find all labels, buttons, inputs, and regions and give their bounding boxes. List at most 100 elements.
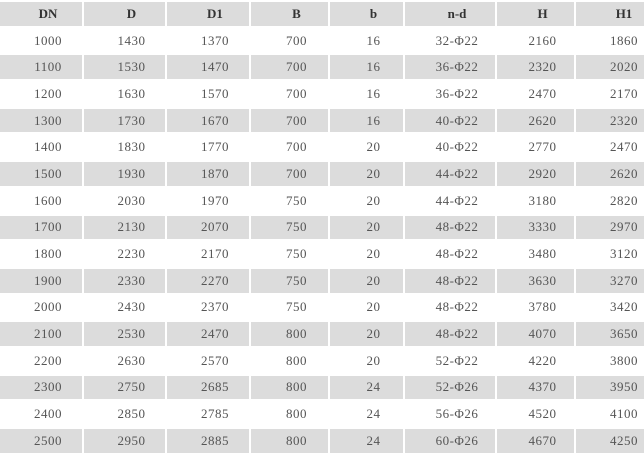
table-cell: 20	[366, 352, 381, 368]
table-cell: 52-Φ26	[405, 375, 495, 400]
table-cell: 1600	[34, 192, 62, 208]
table-cell: 1400	[34, 139, 62, 155]
table-cell: 2620	[497, 108, 574, 133]
table-cell: 2430	[117, 299, 146, 315]
table-cell: 1770	[201, 139, 229, 155]
table-cell: 2370	[201, 299, 229, 315]
table-row: 2200 2630 2570 800 20 52-Φ22 4220 3800	[0, 349, 644, 373]
table-cell: 48-Φ22	[435, 299, 479, 315]
table-cell: 3650	[576, 322, 644, 346]
table-cell: 3630	[497, 268, 574, 293]
table-cell: 800	[251, 375, 328, 400]
table-cell: 2470	[528, 85, 557, 101]
table-cell: 750	[286, 192, 307, 208]
table-cell: 2200	[34, 352, 62, 368]
table-cell: 2320	[576, 108, 644, 133]
table-cell: 2230	[117, 246, 146, 262]
table-cell: 4670	[497, 429, 574, 453]
table-cell: 48-Φ22	[435, 246, 479, 262]
table-cell: 2130	[84, 215, 165, 240]
table-cell: 2630	[117, 352, 146, 368]
table-cell: 3800	[610, 352, 638, 368]
table-cell: 2620	[576, 162, 644, 186]
table-cell: 1200	[34, 85, 62, 101]
table-cell: 2820	[610, 192, 638, 208]
table-cell: 16	[330, 108, 403, 133]
table-cell: 2270	[167, 268, 249, 293]
table-cell: 36-Φ22	[405, 55, 495, 80]
table-cell: 700	[251, 162, 328, 186]
table-row: 1800 2230 2170 750 20 48-Φ22 3480 3120	[0, 242, 644, 266]
table-cell: 24	[366, 406, 381, 422]
table-cell: 4100	[610, 406, 638, 422]
column-header-d1: D1	[167, 2, 249, 26]
table-cell: 24	[330, 375, 403, 400]
table-cell: 16	[330, 55, 403, 80]
table-cell: 20	[330, 215, 403, 240]
table-cell: 1570	[201, 85, 229, 101]
table-cell: 44-Φ22	[435, 192, 479, 208]
table-cell: 52-Φ22	[435, 352, 479, 368]
table-cell: 2470	[610, 139, 638, 155]
table-cell: 3330	[497, 215, 574, 240]
table-cell: 1800	[34, 246, 62, 262]
table-cell: 2750	[84, 375, 165, 400]
table-cell: 3780	[528, 299, 557, 315]
table-row: 2300 2750 2685 800 24 52-Φ26 4370 3950	[0, 375, 644, 400]
table-cell: 1830	[117, 139, 146, 155]
table-cell: 1700	[0, 215, 82, 240]
table-row: 2100 2530 2470 800 20 48-Φ22 4070 3650	[0, 322, 644, 346]
table-cell: 2320	[497, 55, 574, 80]
table-cell: 2100	[0, 322, 82, 346]
table-cell: 700	[286, 32, 307, 48]
table-row: 1000 1430 1370 700 16 32-Φ22 2160 1860	[0, 29, 644, 53]
table-cell: 700	[286, 139, 307, 155]
table-cell: 2530	[84, 322, 165, 346]
table-row: 1700 2130 2070 750 20 48-Φ22 3330 2970	[0, 215, 644, 240]
table-cell: 20	[366, 299, 381, 315]
table-cell: 2000	[34, 299, 62, 315]
table-cell: 1860	[610, 32, 638, 48]
table-row: 2400 2850 2785 800 24 56-Φ26 4520 4100	[0, 402, 644, 426]
table-row: 1400 1830 1770 700 20 40-Φ22 2770 2470	[0, 135, 644, 159]
table-cell: 40-Φ22	[435, 139, 479, 155]
column-header-d: D	[84, 2, 165, 26]
table-cell: 20	[366, 192, 381, 208]
table-cell: 1870	[167, 162, 249, 186]
table-row: 2500 2950 2885 800 24 60-Φ26 4670 4250	[0, 429, 644, 453]
table-cell: 1970	[201, 192, 229, 208]
table-cell: 2170	[201, 246, 229, 262]
table-cell: 3270	[576, 268, 644, 293]
table-cell: 800	[286, 406, 307, 422]
table-cell: 2570	[201, 352, 229, 368]
table-cell: 20	[330, 322, 403, 346]
table-cell: 4070	[497, 322, 574, 346]
table-row: 1500 1930 1870 700 20 44-Φ22 2920 2620	[0, 162, 644, 186]
table-cell: 3120	[610, 246, 638, 262]
table-cell: 1900	[0, 268, 82, 293]
table-row: 1600 2030 1970 750 20 44-Φ22 3180 2820	[0, 189, 644, 213]
table-cell: 750	[286, 299, 307, 315]
table-row: 1300 1730 1670 700 16 40-Φ22 2620 2320	[0, 108, 644, 133]
table-cell: 16	[366, 32, 381, 48]
column-header-h: H	[497, 2, 574, 26]
table-cell: 700	[251, 108, 328, 133]
table-cell: 36-Φ22	[435, 85, 479, 101]
table-cell: 16	[366, 85, 381, 101]
table-cell: 2170	[610, 85, 638, 101]
table-cell: 700	[286, 85, 307, 101]
table-cell: 20	[330, 268, 403, 293]
table-cell: 2020	[576, 55, 644, 80]
table-row: 2000 2430 2370 750 20 48-Φ22 3780 3420	[0, 296, 644, 320]
table-cell: 2685	[167, 375, 249, 400]
table-cell: 750	[251, 268, 328, 293]
table-cell: 1370	[201, 32, 229, 48]
table-cell: 2500	[0, 429, 82, 453]
table-cell: 2400	[34, 406, 62, 422]
table-cell: 48-Φ22	[405, 215, 495, 240]
column-header-dn: DN	[0, 2, 82, 26]
table-cell: 1530	[84, 55, 165, 80]
table-cell: 2770	[528, 139, 557, 155]
